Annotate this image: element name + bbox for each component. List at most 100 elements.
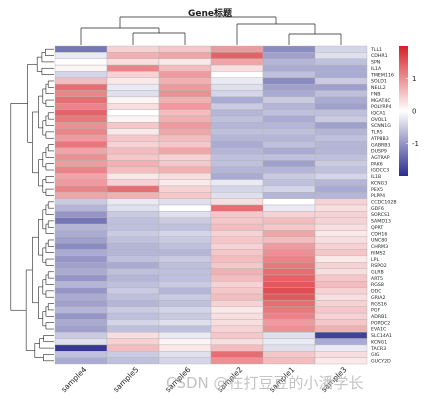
heatmap-cell bbox=[54, 58, 108, 66]
heatmap-cell bbox=[106, 236, 160, 244]
heatmap-cell bbox=[54, 147, 108, 155]
heatmap-cell bbox=[210, 192, 264, 199]
heatmap-cell bbox=[262, 77, 316, 85]
heatmap-cell bbox=[54, 312, 108, 320]
heatmap-cell bbox=[106, 332, 160, 339]
heatmap-cell bbox=[210, 223, 264, 231]
heatmap-cell bbox=[314, 109, 368, 117]
heatmap-cell bbox=[106, 242, 160, 250]
heatmap-cell bbox=[210, 255, 264, 263]
heatmap-cell bbox=[314, 52, 368, 59]
heatmap-cell bbox=[158, 128, 212, 136]
row-label: MGAT4C bbox=[371, 98, 391, 104]
heatmap-cell bbox=[158, 268, 212, 276]
heatmap-cell bbox=[106, 281, 160, 288]
heatmap-cell bbox=[158, 64, 212, 72]
heatmap-cell bbox=[54, 103, 108, 110]
heatmap-cell bbox=[158, 185, 212, 193]
heatmap-cell bbox=[262, 344, 316, 352]
heatmap-cell bbox=[106, 293, 160, 301]
row-label: PAK6 bbox=[371, 161, 383, 167]
heatmap-cell bbox=[210, 58, 264, 66]
heatmap-cell bbox=[106, 185, 160, 193]
row-label: IGDCC3 bbox=[371, 168, 389, 174]
heatmap-cell bbox=[262, 306, 316, 314]
heatmap-cell bbox=[314, 90, 368, 98]
heatmap-cell bbox=[158, 179, 212, 187]
row-label: QPRT bbox=[371, 225, 383, 231]
heatmap-cell bbox=[158, 134, 212, 142]
heatmap-cell bbox=[106, 344, 160, 352]
heatmap-cell bbox=[106, 319, 160, 327]
row-label: SLC14A1 bbox=[371, 333, 392, 339]
heatmap-cell bbox=[106, 115, 160, 123]
row-label: KCNG3 bbox=[371, 180, 387, 186]
heatmap-cell bbox=[314, 281, 368, 288]
heatmap-cell bbox=[106, 122, 160, 129]
heatmap-cell bbox=[158, 332, 212, 339]
heatmap-cell bbox=[262, 281, 316, 288]
row-label: TMEM116 bbox=[370, 72, 394, 78]
heatmap-cell bbox=[106, 262, 160, 269]
heatmap-cell bbox=[158, 71, 212, 79]
heatmap-cell bbox=[262, 236, 316, 244]
heatmap-cell bbox=[262, 64, 316, 72]
heatmap-cell bbox=[54, 351, 108, 358]
heatmap-cell bbox=[210, 268, 264, 276]
heatmap-cell bbox=[158, 306, 212, 314]
heatmap-cell bbox=[158, 287, 212, 295]
heatmap-cell bbox=[314, 319, 368, 327]
heatmap-cell bbox=[314, 77, 368, 85]
heatmap-cell bbox=[54, 179, 108, 187]
row-labels: TLL1CDHR1SPNIL1ATMEM116SOLD1NELL2FNBMGAT… bbox=[370, 47, 397, 365]
column-label: sample5 bbox=[111, 365, 140, 394]
heatmap-cell bbox=[210, 103, 264, 110]
heatmap-cell bbox=[314, 325, 368, 333]
heatmap-cell bbox=[314, 338, 368, 346]
heatmap-cell bbox=[54, 306, 108, 314]
color-legend: 1 0 -1 bbox=[399, 46, 419, 176]
heatmap-cell bbox=[106, 306, 160, 314]
heatmap-cell bbox=[106, 90, 160, 98]
heatmap-cell bbox=[54, 281, 108, 288]
heatmap-cell bbox=[314, 147, 368, 155]
legend-tick-label: -1 bbox=[412, 140, 419, 148]
heatmap-cell bbox=[106, 128, 160, 136]
heatmap-cell bbox=[106, 58, 160, 66]
column-label: sample4 bbox=[59, 365, 88, 394]
row-label: GRIA2 bbox=[371, 295, 385, 301]
legend-tick-label: 1 bbox=[412, 75, 416, 83]
heatmap-cell bbox=[158, 109, 212, 117]
heatmap-cell bbox=[54, 71, 108, 79]
heatmap-cell bbox=[314, 242, 368, 250]
row-label: PLPP4 bbox=[371, 193, 385, 199]
heatmap-cell bbox=[314, 115, 368, 123]
heatmap-cell bbox=[210, 262, 264, 269]
heatmap-cell bbox=[314, 64, 368, 72]
heatmap-cell bbox=[314, 83, 368, 91]
heatmap-cell bbox=[314, 344, 368, 352]
heatmap-cell bbox=[54, 192, 108, 199]
heatmap-cell bbox=[314, 236, 368, 244]
heatmap-cell bbox=[106, 52, 160, 59]
heatmap-cell bbox=[54, 255, 108, 263]
heatmap-cell bbox=[54, 217, 108, 225]
heatmap-cell bbox=[158, 211, 212, 218]
heatmap-cell bbox=[54, 77, 108, 85]
row-label: SPN bbox=[371, 60, 381, 66]
row-label: NELL2 bbox=[371, 85, 386, 91]
heatmap-cell bbox=[262, 147, 316, 155]
heatmap-cell bbox=[106, 287, 160, 295]
heatmap-cell bbox=[314, 357, 368, 365]
row-label: AGTRAP bbox=[371, 155, 390, 161]
heatmap-cell bbox=[314, 223, 368, 231]
heatmap-cell bbox=[106, 338, 160, 346]
heatmap-cell bbox=[262, 287, 316, 295]
row-label: PGF bbox=[371, 308, 380, 314]
heatmap-cell bbox=[158, 172, 212, 180]
row-label: CDHR1 bbox=[371, 53, 388, 59]
heatmap-cell bbox=[54, 223, 108, 231]
row-label: KCNG1 bbox=[371, 339, 387, 345]
heatmap-cell bbox=[210, 198, 264, 206]
